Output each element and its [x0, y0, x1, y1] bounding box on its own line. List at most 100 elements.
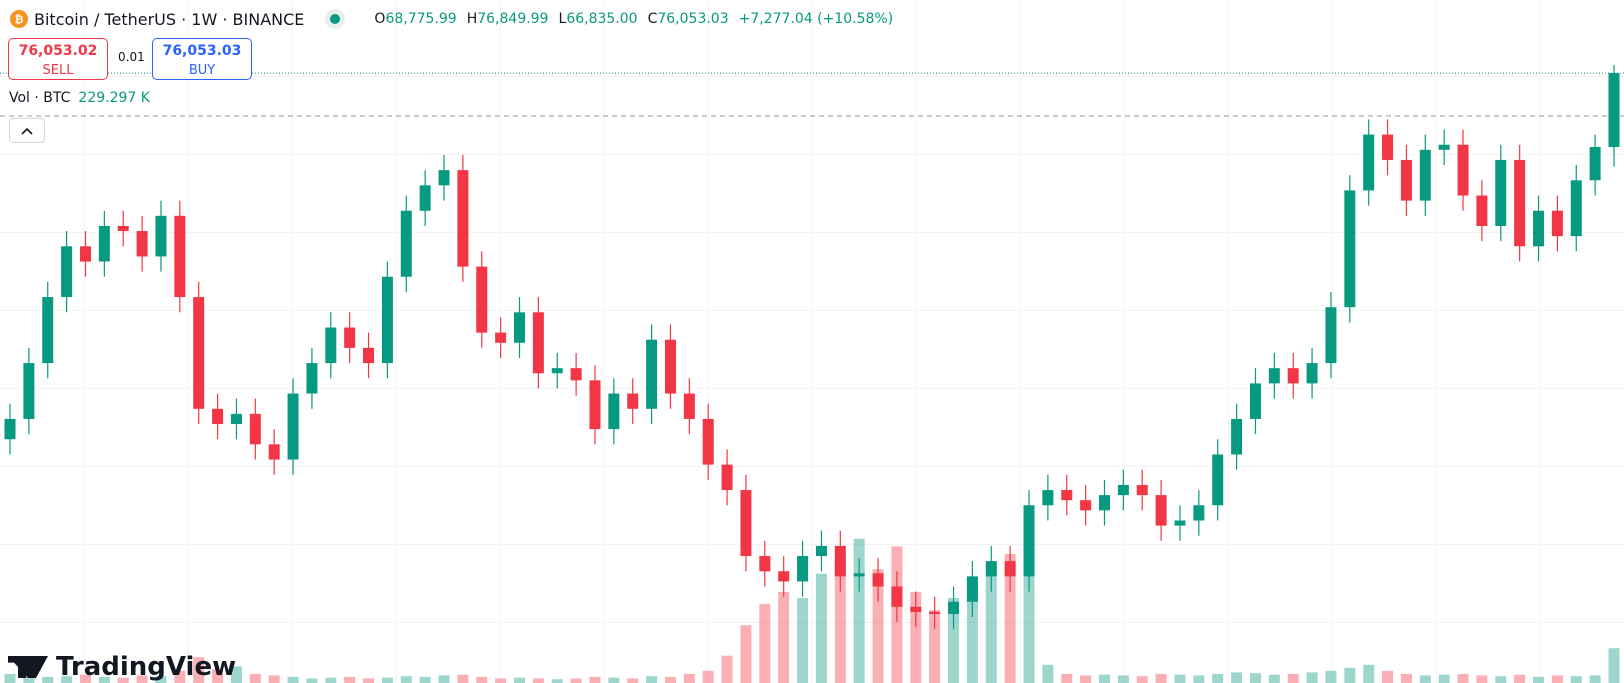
candle-body [815, 545, 827, 557]
volume-bar [1476, 675, 1488, 683]
candle-body [1042, 490, 1054, 506]
open-label: O [374, 11, 386, 27]
volume-bar [268, 675, 280, 683]
candle-body [1080, 500, 1092, 511]
volume-bar [551, 679, 563, 683]
candle-body [1382, 134, 1394, 160]
close-label: C [647, 11, 658, 27]
candle-body [249, 413, 261, 445]
volume-bar [514, 677, 526, 683]
volume-bar [1306, 672, 1318, 683]
candle-body [1457, 144, 1469, 196]
volume-bar [363, 678, 375, 683]
candle-body [117, 225, 129, 232]
candle-body [702, 418, 714, 465]
candle-body [1136, 484, 1148, 496]
volume-bar [702, 670, 714, 683]
buy-price: 76,053.03 [162, 43, 242, 59]
coin-icon: ₿ [10, 10, 28, 28]
volume-bar [193, 657, 205, 683]
buy-button[interactable]: 76,053.03 BUY [152, 38, 252, 80]
volume-bar [1457, 673, 1469, 683]
candle-body [1551, 210, 1563, 237]
volume-bar [1136, 676, 1148, 683]
sell-button[interactable]: 76,053.02 SELL [8, 38, 108, 80]
candle-body [1231, 418, 1243, 455]
volume-bar [608, 677, 620, 683]
candle-body [230, 413, 242, 425]
brand-logo[interactable]: TradingView [8, 652, 236, 682]
volume-bar [212, 669, 224, 683]
candle-body [1476, 195, 1488, 226]
volume-bar [1098, 674, 1110, 683]
symbol-title[interactable]: Bitcoin / TetherUS · 1W · BINANCE [34, 9, 305, 29]
volume-bar [79, 674, 91, 683]
volume-bar [4, 673, 16, 683]
volume-bar [778, 591, 790, 683]
volume-bar [985, 573, 997, 683]
close-value: 76,053.03 [657, 11, 729, 27]
volume-bar [1608, 648, 1620, 683]
candle-body [532, 312, 544, 374]
volume-bar [174, 670, 186, 683]
volume-bar [853, 538, 865, 683]
volume-bar [1400, 673, 1412, 683]
volume-bar [646, 676, 658, 683]
candle-body [1306, 363, 1318, 384]
volume-bar [664, 676, 676, 683]
sell-label: SELL [42, 63, 74, 78]
candle-body [1193, 505, 1205, 521]
volume-bar [249, 673, 261, 683]
volume-bar [1155, 673, 1167, 683]
volume-title: Vol · BTC [9, 90, 71, 106]
volume-bar [1344, 667, 1356, 683]
candle-body [1419, 149, 1431, 201]
candle-body [664, 339, 676, 394]
candle-body [1400, 159, 1412, 201]
volume-bar [570, 678, 582, 683]
candle-body [174, 215, 186, 298]
low-label: L [558, 11, 567, 27]
volume-bar [1363, 664, 1375, 683]
candle-body [1325, 307, 1337, 364]
candle-body [570, 368, 582, 381]
volume-bar [929, 610, 941, 683]
candle-body [1287, 368, 1299, 384]
volume-legend: Vol · BTC 229.297 K [9, 90, 150, 106]
candle-body [1249, 383, 1261, 419]
volume-bar [759, 604, 771, 683]
candle-body [929, 611, 941, 614]
volume-bar [155, 676, 167, 683]
volume-bar [136, 675, 148, 683]
candle-body [721, 464, 733, 491]
candle-body [381, 276, 393, 364]
high-value: 76,849.99 [477, 11, 549, 27]
candle-body [1363, 134, 1375, 191]
candle-body [853, 573, 865, 577]
volume-bar [230, 666, 242, 683]
candle-body [891, 586, 903, 607]
candle-body [1155, 495, 1167, 526]
candle-body [948, 601, 960, 614]
candle-body [61, 246, 73, 298]
low-value: 66,835.00 [566, 11, 638, 27]
volume-bar [1117, 675, 1129, 683]
volume-bar [117, 677, 129, 683]
candle-body [1212, 454, 1224, 506]
volume-bar [1212, 673, 1224, 683]
volume-bar [1004, 553, 1016, 683]
candle-body [1589, 146, 1601, 181]
candle-body [1514, 159, 1526, 247]
volume-bar [1438, 674, 1450, 683]
volume-bar [1495, 676, 1507, 683]
collapse-button[interactable] [9, 118, 45, 143]
volume-bar [740, 625, 752, 683]
volume-bar [1382, 670, 1394, 683]
candle-body [985, 561, 997, 577]
candle-body [4, 418, 16, 440]
candle-body [438, 170, 450, 186]
market-status [330, 14, 341, 24]
candle-body [514, 312, 526, 343]
